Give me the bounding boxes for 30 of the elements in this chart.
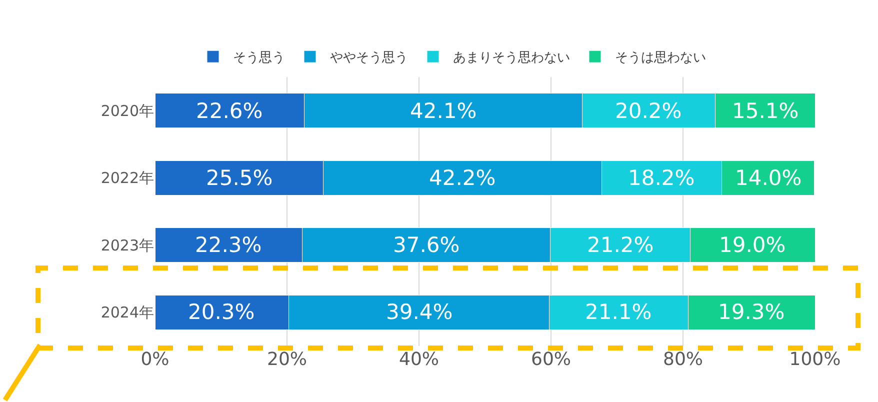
data-label: 22.6% (196, 99, 263, 123)
data-label: 21.2% (587, 233, 654, 257)
data-label: 39.4% (386, 300, 453, 324)
data-label: 42.1% (410, 99, 477, 123)
x-tick-label: 40% (398, 349, 440, 370)
x-tick-label: 0% (140, 349, 170, 370)
data-label: 20.3% (188, 300, 255, 324)
data-label: 22.3% (195, 233, 262, 257)
x-tick-label: 80% (662, 349, 704, 370)
data-label: 42.2% (429, 166, 496, 190)
data-label: 21.1% (585, 300, 652, 324)
y-tick-label: 2023年 (100, 236, 154, 254)
y-tick-label: 2020年 (100, 102, 154, 120)
data-label: 15.1% (732, 99, 799, 123)
data-label: 14.0% (735, 166, 802, 190)
x-tick-label: 20% (266, 349, 308, 370)
y-tick-label: 2024年 (100, 304, 154, 322)
legend-label: そう思う (233, 50, 285, 66)
legend-label: そうは思わない (615, 50, 706, 66)
data-label: 18.2% (628, 166, 695, 190)
data-label: 20.2% (615, 99, 682, 123)
data-label: 19.0% (719, 233, 786, 257)
data-label: 19.3% (718, 300, 785, 324)
y-tick-label: 2022年 (100, 169, 154, 188)
data-label: 25.5% (206, 166, 273, 190)
legend-label: ややそう思う (330, 50, 408, 66)
x-tick-label: 100% (789, 349, 841, 370)
data-label: 37.6% (393, 233, 460, 257)
x-tick-label: 60% (530, 349, 572, 370)
legend-label: あまりそう思わない (453, 50, 570, 66)
